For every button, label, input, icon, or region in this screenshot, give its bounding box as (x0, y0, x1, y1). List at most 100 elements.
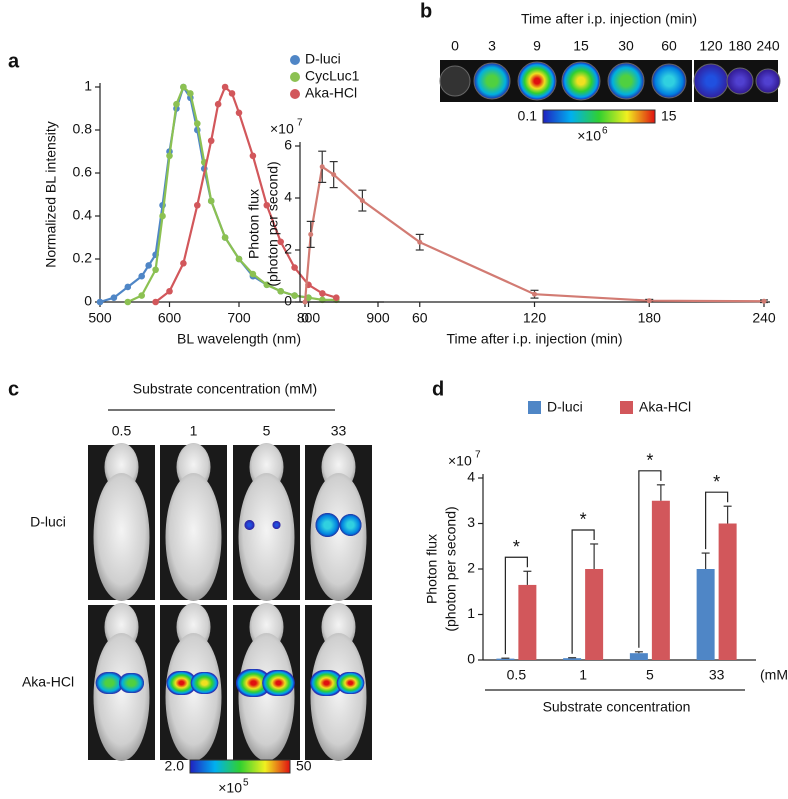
point (124, 283, 132, 291)
x-tick-label: 0 (301, 310, 309, 326)
signal (236, 669, 271, 697)
time-label: 180 (728, 38, 752, 54)
legend-marker (528, 401, 541, 414)
time-label: 0 (451, 38, 459, 54)
well (561, 61, 601, 101)
row-label: Aka-HCl (22, 674, 74, 690)
signal (119, 673, 144, 693)
y-axis-label: Normalized BL intensity (43, 121, 59, 268)
y-tick-label: 1 (467, 605, 475, 621)
point (249, 270, 257, 278)
y-tick-label: 2 (467, 560, 475, 576)
y-tick-label: 0 (467, 651, 475, 667)
point (194, 120, 201, 127)
legend-label: Aka-HCl (305, 85, 357, 101)
signal (244, 520, 255, 530)
y-tick-label: 0.8 (73, 121, 93, 137)
series-line (127, 85, 337, 303)
point (291, 292, 298, 299)
well (651, 63, 687, 99)
mouse-body (238, 473, 295, 601)
signal (95, 672, 124, 694)
concentration-label: 1 (190, 423, 198, 439)
x-axis-label: BL wavelength (nm) (177, 331, 301, 347)
bar (629, 653, 648, 660)
significance-bracket (705, 491, 729, 550)
x-tick-label: 900 (366, 310, 390, 326)
well (693, 63, 729, 99)
significance-bracket (638, 470, 662, 648)
y-multiplier-exponent: 7 (297, 118, 303, 129)
point (277, 238, 285, 246)
y-tick-label: 0.4 (73, 207, 93, 223)
point (221, 234, 229, 241)
bar (563, 658, 582, 660)
x-tick-label: 700 (227, 310, 251, 326)
legend-marker (620, 401, 633, 414)
signal (262, 670, 295, 696)
point (302, 299, 308, 305)
bar (496, 658, 515, 660)
colorbar (542, 109, 656, 124)
point (291, 264, 298, 271)
significance-bracket (571, 529, 595, 654)
mouse-body (165, 473, 222, 601)
signal (310, 670, 343, 696)
point (228, 90, 236, 97)
x-tick-label: 1 (579, 667, 587, 683)
panel-label: c (8, 378, 19, 400)
time-label: 15 (573, 38, 589, 54)
point (532, 291, 537, 297)
x-tick-label: 600 (158, 310, 182, 326)
legend-marker (290, 72, 300, 82)
x-tick-label: 0.5 (507, 667, 527, 683)
panel-label: a (8, 50, 20, 72)
well (517, 61, 557, 101)
point (207, 137, 215, 145)
legend-label: D-luci (547, 399, 583, 415)
y-multiplier-exponent: 7 (475, 450, 481, 461)
point (180, 260, 187, 267)
x-axis-label: Substrate concentration (543, 699, 691, 715)
point (308, 231, 314, 237)
x-tick-label: 800 (297, 310, 321, 326)
significance-bracket (504, 556, 528, 655)
colorbar-max: 50 (296, 758, 312, 774)
point (180, 83, 187, 91)
point (145, 262, 152, 269)
point (221, 83, 229, 91)
bar (518, 584, 537, 660)
time-label: 120 (699, 38, 723, 54)
mouse-body (93, 633, 150, 761)
well (439, 65, 471, 97)
signal (336, 672, 365, 694)
point (166, 152, 173, 160)
x-axis-label: Time after i.p. injection (min) (446, 331, 622, 347)
signal (272, 521, 281, 529)
concentration-label: 0.5 (112, 423, 132, 439)
time-label: 60 (661, 38, 677, 54)
x-unit: (mM) (760, 667, 788, 683)
y-tick-label: 0 (84, 293, 92, 309)
point (110, 294, 118, 302)
y-axis-label: (photon per second) (443, 506, 459, 631)
y-tick-label: 2 (284, 241, 292, 257)
point (263, 281, 271, 289)
y-multiplier: ×10 (448, 453, 472, 469)
bar (585, 569, 604, 660)
y-tick-label: 4 (467, 469, 475, 485)
significance-label: * (513, 537, 520, 557)
panel-label: b (420, 0, 432, 22)
y-axis-label: Photon flux (424, 534, 440, 604)
colorbar-min: 0.1 (518, 108, 538, 124)
x-tick-label: 60 (412, 310, 428, 326)
image-title: Time after i.p. injection (min) (521, 11, 697, 27)
point (166, 287, 173, 295)
strip-gap (692, 60, 694, 102)
point (152, 298, 159, 306)
significance-label: * (646, 451, 653, 471)
colorbar-multiplier: ×10 (577, 128, 601, 144)
y-tick-label: 0.6 (73, 164, 93, 180)
point (417, 239, 423, 245)
x-tick-label: 180 (638, 310, 662, 326)
